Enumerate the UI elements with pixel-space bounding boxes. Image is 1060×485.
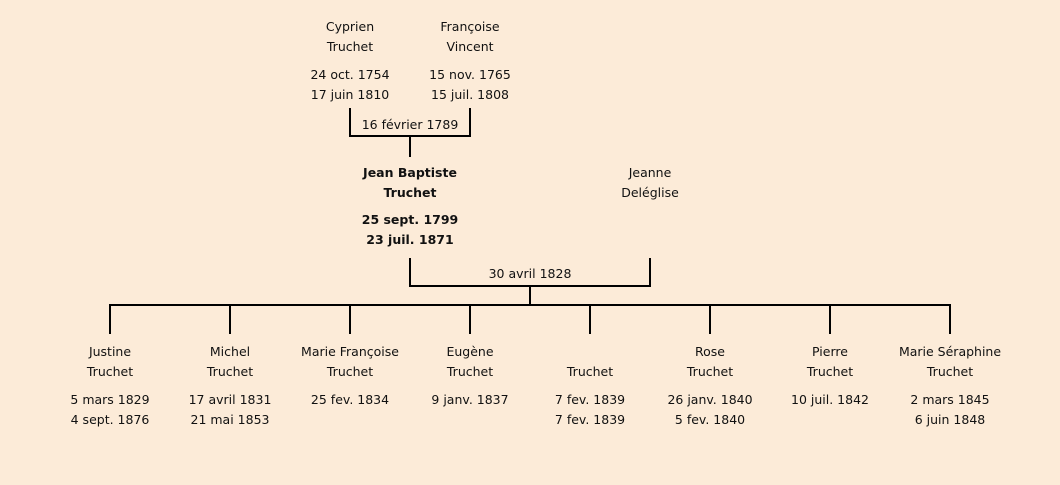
connector xyxy=(709,305,711,334)
child-first-name: Michel xyxy=(209,344,251,359)
subject-person-death-date: 23 juil. 1871 xyxy=(366,232,454,247)
father-last-name: Truchet xyxy=(326,39,374,54)
father-birth-date: 24 oct. 1754 xyxy=(310,67,390,82)
child-death-date: 21 mai 1853 xyxy=(190,412,270,427)
child-first-name: Justine xyxy=(88,344,132,359)
spouse-person-first-name: Jeanne xyxy=(628,165,672,180)
connector xyxy=(349,305,351,334)
child-last-name: Truchet xyxy=(446,364,494,379)
connector xyxy=(649,258,651,287)
connector xyxy=(349,108,351,137)
connector xyxy=(589,305,591,334)
mother-last-name: Vincent xyxy=(446,39,494,54)
father-first-name: Cyprien xyxy=(325,19,375,34)
child-birth-date: 9 janv. 1837 xyxy=(431,392,509,407)
connector xyxy=(409,136,411,157)
child-birth-date: 10 juil. 1842 xyxy=(791,392,869,407)
connector xyxy=(409,258,411,287)
father-death-date: 17 juin 1810 xyxy=(310,87,390,102)
child-first-name: Marie Françoise xyxy=(301,344,399,359)
child-death-date: 5 fev. 1840 xyxy=(674,412,746,427)
child-death-date: 4 sept. 1876 xyxy=(70,412,150,427)
mother-birth-date: 15 nov. 1765 xyxy=(429,67,511,82)
connector xyxy=(109,305,111,334)
child-last-name: Truchet xyxy=(686,364,734,379)
subject-person-birth-date: 25 sept. 1799 xyxy=(361,212,459,227)
connector xyxy=(829,305,831,334)
child-first-name: Pierre xyxy=(812,344,848,359)
child-first-name: Marie Séraphine xyxy=(898,344,1002,359)
child-first-name: Rose xyxy=(695,344,725,359)
child-last-name: Truchet xyxy=(86,364,134,379)
child-birth-date: 7 fev. 1839 xyxy=(554,392,626,407)
child-death-date: 6 juin 1848 xyxy=(914,412,986,427)
connector xyxy=(529,286,531,306)
marriage-date: 30 avril 1828 xyxy=(488,266,572,281)
child-last-name: Truchet xyxy=(806,364,854,379)
child-birth-date: 2 mars 1845 xyxy=(910,392,990,407)
child-last-name: Truchet xyxy=(206,364,254,379)
connector xyxy=(109,304,951,306)
mother-death-date: 15 juil. 1808 xyxy=(431,87,509,102)
subject-person-first-name: Jean Baptiste xyxy=(363,165,457,180)
connector xyxy=(469,305,471,334)
child-first-name: Eugène xyxy=(446,344,494,359)
child-birth-date: 25 fev. 1834 xyxy=(310,392,390,407)
child-birth-date: 26 janv. 1840 xyxy=(667,392,753,407)
subject-person-last-name: Truchet xyxy=(383,185,437,200)
child-last-name: Truchet xyxy=(566,364,614,379)
connector xyxy=(949,305,951,334)
child-last-name: Truchet xyxy=(926,364,974,379)
connector xyxy=(469,108,471,137)
spouse-person-last-name: Deléglise xyxy=(621,185,679,200)
child-birth-date: 5 mars 1829 xyxy=(70,392,150,407)
child-last-name: Truchet xyxy=(326,364,374,379)
connector xyxy=(229,305,231,334)
mother-first-name: Françoise xyxy=(440,19,500,34)
child-birth-date: 17 avril 1831 xyxy=(188,392,272,407)
child-death-date: 7 fev. 1839 xyxy=(554,412,626,427)
parents-marriage-date: 16 février 1789 xyxy=(361,117,459,132)
